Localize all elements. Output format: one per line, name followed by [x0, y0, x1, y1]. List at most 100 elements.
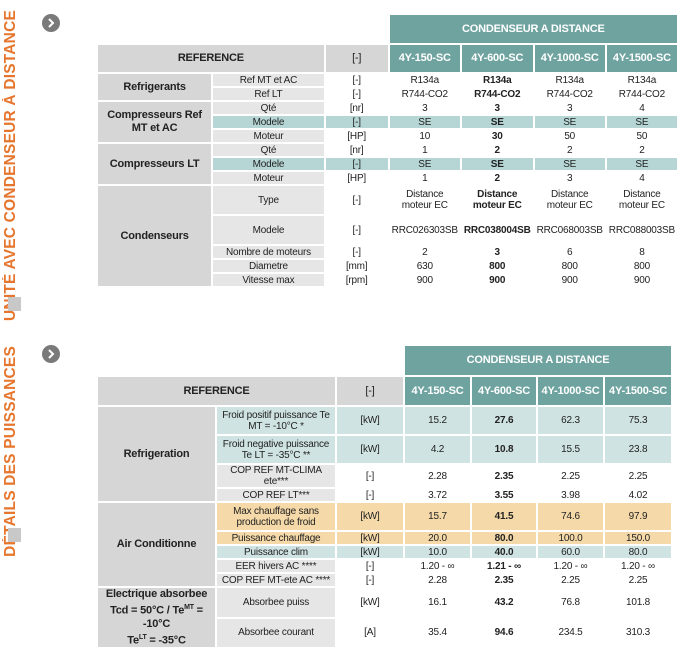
row-label: COP REF MT-CLIMA ete*** — [217, 465, 335, 487]
row-label: Moteur — [213, 130, 324, 142]
row-unit: [kW] — [337, 436, 403, 463]
row-unit: [HP] — [325, 172, 388, 184]
row-label: COP REF LT*** — [217, 489, 335, 501]
section2-side-label: DÉTAILS DES PUISSANCES — [0, 346, 30, 557]
row-unit: [-] — [337, 489, 403, 501]
section1-square-marker — [8, 297, 21, 311]
value-cell: 1.20 - ∞ — [405, 560, 470, 572]
row-unit: [-] — [325, 246, 388, 258]
section1-expand-arrow-icon[interactable] — [42, 14, 60, 32]
table2-reference-header: REFERENCE — [98, 377, 335, 405]
table2-model-header: 4Y-1000-SC — [538, 377, 603, 405]
value-cell: 4 — [606, 172, 677, 184]
group-label: Refrigeration — [98, 407, 215, 501]
value-cell: R744-CO2 — [606, 88, 677, 100]
value-cell: 74.6 — [538, 503, 603, 530]
row-unit: [-] — [325, 88, 388, 100]
section1-side-title: UNITÉ AVEC CONDENSEUR À DISTANCE — [2, 10, 19, 321]
value-cell: Distance moteur EC — [389, 186, 460, 214]
value-cell: 8 — [606, 246, 677, 258]
value-cell: 75.3 — [605, 407, 671, 434]
row-unit: [kW] — [337, 503, 403, 530]
group-label: Refrigerants — [98, 74, 212, 100]
row-unit: [-] — [325, 216, 388, 244]
value-cell: 2.35 — [472, 574, 536, 586]
value-cell: 10.0 — [405, 546, 470, 558]
value-cell: 4.2 — [405, 436, 470, 463]
row-unit: [-] — [337, 560, 403, 572]
group-label: Compresseurs Ref MT et AC — [98, 102, 212, 142]
value-cell: 4 — [606, 102, 677, 114]
value-cell: R744-CO2 — [534, 88, 605, 100]
value-cell: 2 — [389, 246, 460, 258]
row-unit: [kW] — [337, 588, 403, 617]
value-cell: R134a — [534, 74, 605, 86]
row-label: Modele — [213, 216, 324, 244]
value-cell: RRC068003SB — [534, 216, 605, 244]
group-label: Electrique absorbee Tcd = 50°C / TeMT = -… — [98, 588, 215, 648]
value-cell: 2.25 — [605, 465, 671, 487]
table1-model-header: 4Y-600-SC — [461, 45, 533, 72]
value-cell: 40.0 — [472, 546, 536, 558]
value-cell: RRC026303SB — [389, 216, 460, 244]
value-cell: 900 — [534, 274, 605, 286]
row-unit: [nr] — [325, 144, 388, 156]
value-cell: 800 — [461, 260, 533, 272]
group-label: Air Conditionne — [98, 503, 215, 586]
table1-model-header: 4Y-1500-SC — [606, 45, 677, 72]
row-label: Nombre de moteurs — [213, 246, 324, 258]
value-cell: 1 — [389, 144, 460, 156]
section2-expand-arrow-icon[interactable] — [42, 345, 60, 363]
value-cell: 800 — [606, 260, 677, 272]
value-cell: 41.5 — [472, 503, 536, 530]
row-unit: [-] — [337, 465, 403, 487]
value-cell: 20.0 — [405, 532, 470, 544]
value-cell: 15.5 — [538, 436, 603, 463]
value-cell: 3.55 — [472, 489, 536, 501]
power-table: CONDENSEUR A DISTANCE REFERENCE [-] 4Y-1… — [96, 344, 673, 649]
value-cell: 10.8 — [472, 436, 536, 463]
row-label: Vitesse max — [213, 274, 324, 286]
group-label: Compresseurs LT — [98, 144, 212, 184]
row-label: Qté — [213, 144, 324, 156]
value-cell: 234.5 — [538, 618, 603, 648]
value-cell: SE — [534, 158, 605, 170]
value-cell: 900 — [461, 274, 533, 286]
value-cell: SE — [389, 158, 460, 170]
row-unit: [-] — [325, 186, 388, 214]
table2-unit-header: [-] — [337, 377, 403, 405]
row-label: Ref MT et AC — [213, 74, 324, 86]
value-cell: 1.20 - ∞ — [538, 560, 603, 572]
value-cell: 2 — [606, 144, 677, 156]
value-cell: 1 — [389, 172, 460, 184]
value-cell: 94.6 — [472, 618, 536, 648]
value-cell: 2.25 — [605, 574, 671, 586]
table1-model-header: 4Y-150-SC — [389, 45, 460, 72]
value-cell: 800 — [534, 260, 605, 272]
value-cell: 30 — [461, 130, 533, 142]
table1-banner: CONDENSEUR A DISTANCE — [389, 15, 677, 43]
value-cell: RRC088003SB — [606, 216, 677, 244]
value-cell: SE — [461, 116, 533, 128]
value-cell: 101.8 — [605, 588, 671, 617]
row-label: Max chauffage sans production de froid — [217, 503, 335, 530]
value-cell: 3 — [534, 102, 605, 114]
value-cell: 2 — [461, 172, 533, 184]
value-cell: 16.1 — [405, 588, 470, 617]
value-cell: 2.28 — [405, 465, 470, 487]
section1-side-label: UNITÉ AVEC CONDENSEUR À DISTANCE — [0, 8, 30, 321]
value-cell: SE — [461, 158, 533, 170]
row-unit: [A] — [337, 618, 403, 648]
specs-table: CONDENSEUR A DISTANCE REFERENCE [-] 4Y-1… — [96, 13, 679, 288]
row-unit: [HP] — [325, 130, 388, 142]
row-unit: [kW] — [337, 546, 403, 558]
value-cell: 3 — [389, 102, 460, 114]
value-cell: 15.2 — [405, 407, 470, 434]
section2-side-title: DÉTAILS DES PUISSANCES — [2, 346, 19, 557]
value-cell: R134a — [461, 74, 533, 86]
value-cell: SE — [606, 158, 677, 170]
value-cell: 6 — [534, 246, 605, 258]
value-cell: 80.0 — [472, 532, 536, 544]
value-cell: 150.0 — [605, 532, 671, 544]
row-unit: [mm] — [325, 260, 388, 272]
